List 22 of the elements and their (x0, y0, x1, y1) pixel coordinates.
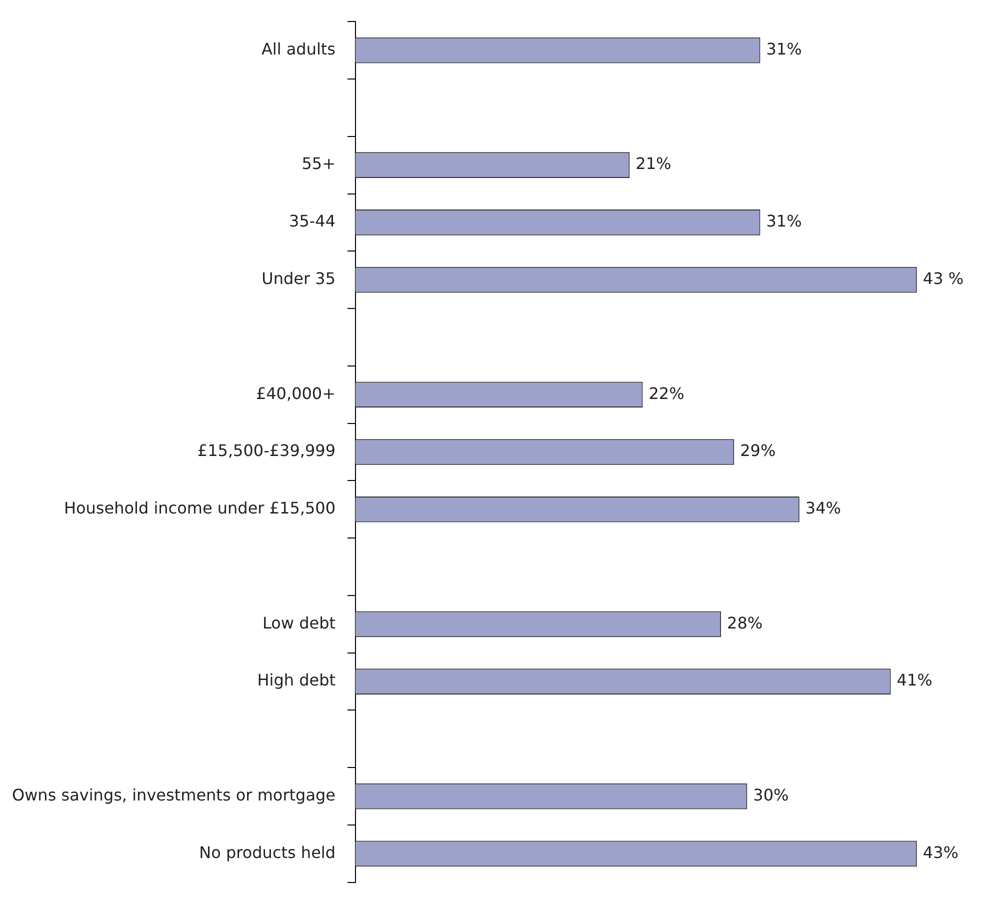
y-tick-label: Low debt (262, 613, 336, 632)
y-tick-label: 55+ (302, 154, 336, 174)
y-tick-label: All adults (261, 39, 336, 58)
data-label: 43 % (922, 268, 964, 288)
y-tick-label: Under 35 (262, 268, 336, 288)
y-tick-label: Household income under £15,500 (64, 498, 336, 518)
data-label: 22% (648, 384, 684, 403)
y-tick-label: No products held (199, 842, 336, 862)
data-label: 28% (727, 613, 763, 632)
y-tick-label: High debt (257, 670, 336, 690)
data-label: 31% (766, 39, 802, 58)
y-tick-label: Owns savings, investments or mortgage (12, 785, 336, 804)
data-label: 31% (766, 212, 802, 231)
data-label: 34% (805, 498, 841, 518)
y-tick-label: 35-44 (289, 212, 336, 231)
y-tick-label: £40,000+ (256, 384, 336, 403)
y-tick-label: £15,500-£39,999 (197, 441, 336, 460)
data-label: 41% (896, 670, 932, 690)
data-label: 21% (636, 154, 672, 174)
data-label: 30% (753, 785, 789, 804)
data-label: 43% (922, 842, 958, 862)
data-label: 29% (740, 441, 776, 460)
